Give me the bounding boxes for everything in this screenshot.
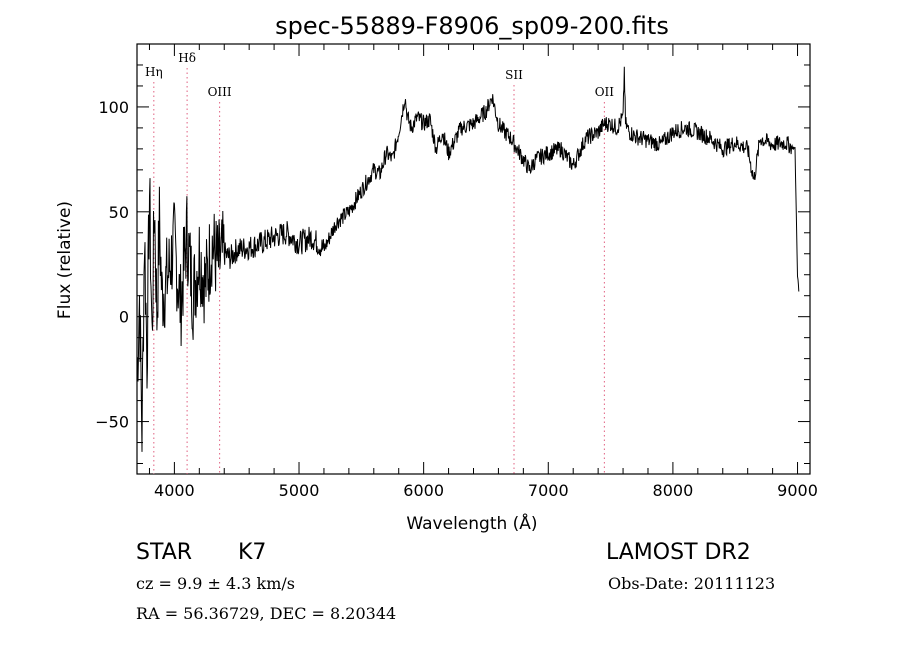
- y-tick-label: −50: [95, 413, 129, 432]
- plot-frame: [136, 43, 811, 475]
- axis-ticks: 4000 5000 6000 7000 8000 9000 −50 0 50 100: [95, 43, 818, 500]
- y-tick-label: 100: [98, 98, 129, 117]
- line-marker-label: Hη: [145, 65, 163, 79]
- x-axis-label: Wavelength (Å): [406, 512, 537, 534]
- object-class: STAR: [136, 540, 193, 565]
- x-tick-label: 8000: [653, 481, 694, 500]
- x-tick-label: 7000: [528, 481, 569, 500]
- object-subclass: K7: [238, 540, 267, 565]
- coordinates: RA = 56.36729, DEC = 8.20344: [136, 604, 397, 623]
- survey-name: LAMOST DR2: [606, 540, 751, 565]
- line-marker-label: OII: [595, 85, 615, 99]
- observation-date: Obs-Date: 20111123: [608, 574, 776, 593]
- x-tick-label: 9000: [777, 481, 818, 500]
- redshift-velocity: cz = 9.9 ± 4.3 km/s: [136, 574, 295, 593]
- y-tick-label: 0: [119, 308, 129, 327]
- chart-title: spec-55889-F8906_sp09-200.fits: [275, 12, 669, 40]
- x-tick-label: 5000: [279, 481, 320, 500]
- y-tick-label: 50: [109, 203, 129, 222]
- line-marker-label: OIII: [208, 85, 232, 99]
- line-marker-label: SII: [505, 68, 523, 82]
- spectrum-series: [136, 66, 800, 452]
- x-tick-label: 6000: [403, 481, 444, 500]
- spectrum-line: [136, 66, 800, 452]
- line-marker-label: Hδ: [178, 51, 196, 65]
- y-axis-label: Flux (relative): [55, 201, 75, 319]
- x-tick-label: 4000: [154, 481, 195, 500]
